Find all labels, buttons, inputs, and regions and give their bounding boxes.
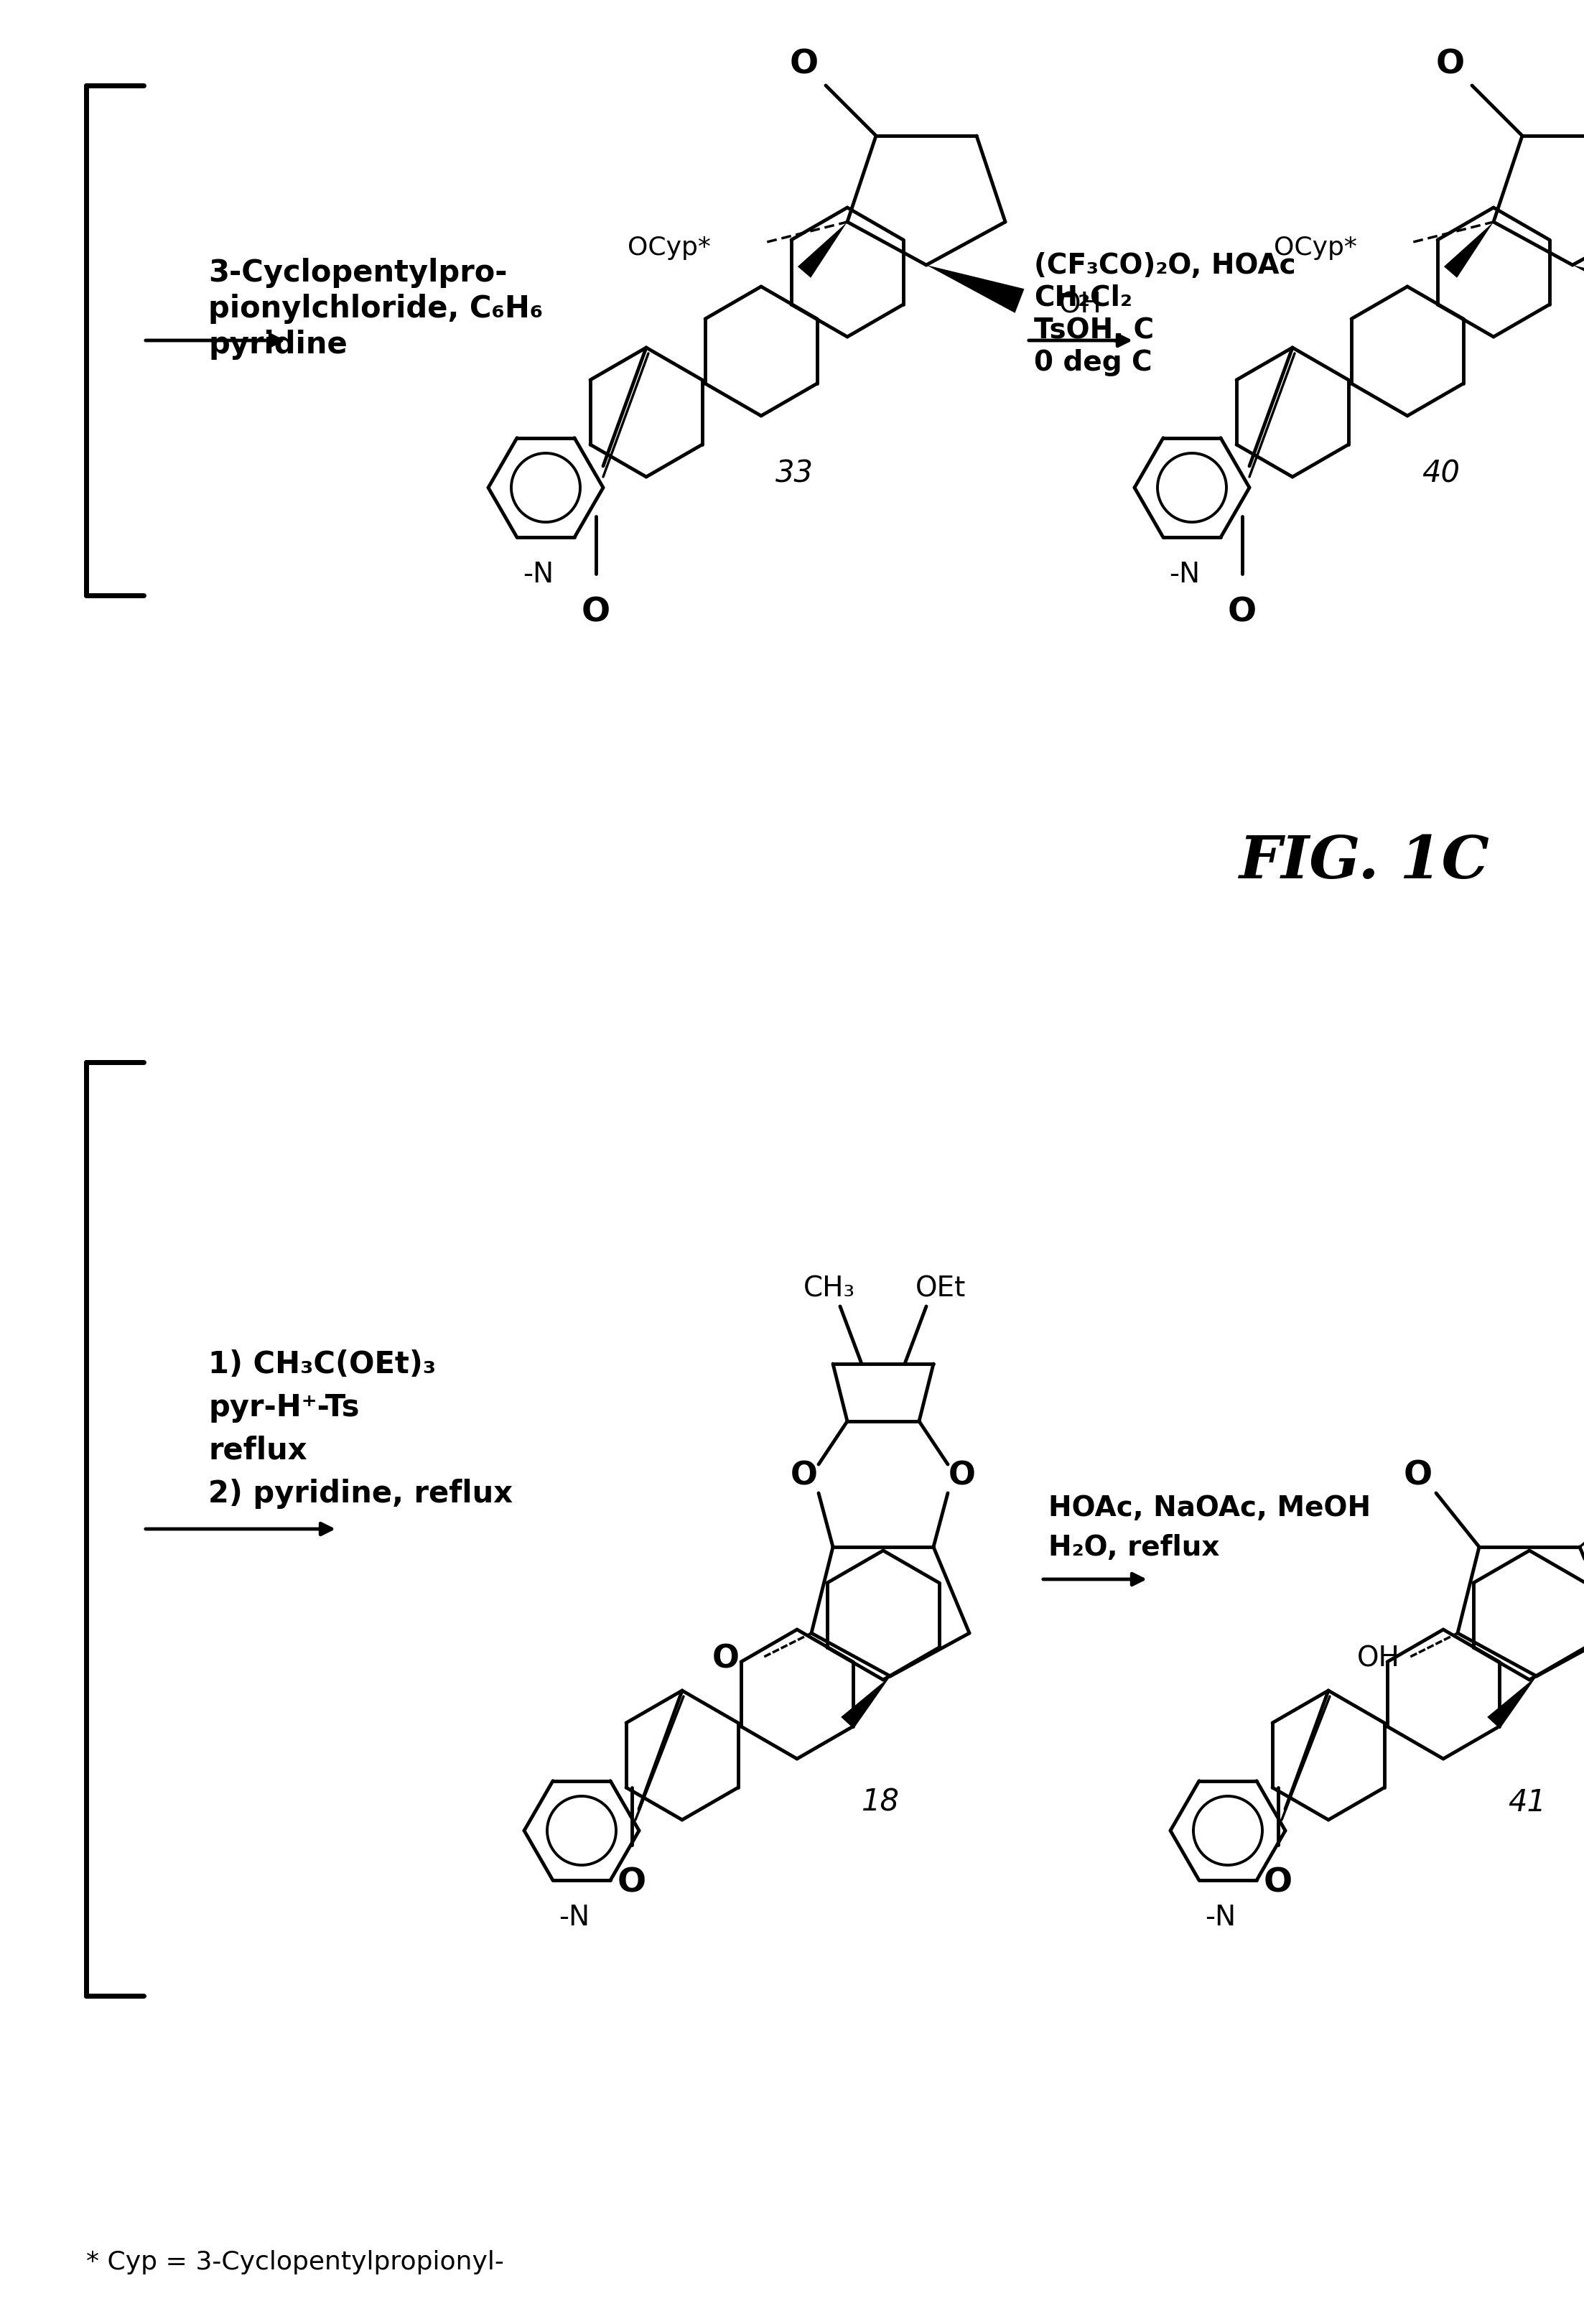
Text: 2) pyridine, reflux: 2) pyridine, reflux [208, 1478, 513, 1508]
Text: O: O [713, 1643, 740, 1673]
Polygon shape [927, 265, 1025, 314]
Polygon shape [1487, 1676, 1536, 1729]
Text: HOAc, NaOAc, MeOH: HOAc, NaOAc, MeOH [1049, 1494, 1370, 1522]
Text: O: O [1228, 595, 1256, 627]
Text: O: O [581, 595, 610, 627]
Text: pionylchloride, C₆H₆: pionylchloride, C₆H₆ [208, 293, 543, 323]
Text: -N: -N [523, 560, 554, 588]
Text: 3-Cyclopentylpro-: 3-Cyclopentylpro- [208, 258, 507, 288]
Text: pyr-H⁺-Ts: pyr-H⁺-Ts [208, 1392, 360, 1422]
Text: O: O [1264, 1866, 1293, 1899]
Text: O: O [1437, 49, 1465, 81]
Text: H₂O, reflux: H₂O, reflux [1049, 1534, 1220, 1562]
Text: OCyp*: OCyp* [627, 235, 711, 260]
Text: 0 deg C: 0 deg C [1034, 349, 1152, 376]
Text: OH: OH [1357, 1645, 1400, 1671]
Text: O: O [1403, 1459, 1432, 1492]
Text: (CF₃CO)₂O, HOAc: (CF₃CO)₂O, HOAc [1034, 251, 1296, 279]
Text: * Cyp = 3-Cyclopentylpropionyl-: * Cyp = 3-Cyclopentylpropionyl- [86, 2250, 504, 2273]
Text: OCyp*: OCyp* [1274, 235, 1357, 260]
Text: OEt: OEt [916, 1276, 966, 1301]
Text: -N: -N [1169, 560, 1201, 588]
Text: CH₂Cl₂: CH₂Cl₂ [1034, 284, 1133, 311]
Text: O: O [618, 1866, 646, 1899]
Text: TsOH, C: TsOH, C [1034, 316, 1155, 344]
Polygon shape [798, 223, 847, 279]
Text: O: O [790, 49, 819, 81]
Text: 18: 18 [862, 1787, 900, 1817]
Polygon shape [841, 1676, 890, 1729]
Text: 1) CH₃C(OEt)₃: 1) CH₃C(OEt)₃ [208, 1348, 436, 1378]
Text: FIG. 1C: FIG. 1C [1239, 832, 1489, 890]
Text: OH: OH [1060, 290, 1102, 318]
Polygon shape [1573, 265, 1584, 314]
Text: O: O [790, 1459, 817, 1490]
Polygon shape [1445, 223, 1494, 279]
Text: -N: -N [559, 1903, 589, 1931]
Text: pyridine: pyridine [208, 330, 347, 360]
Text: 40: 40 [1422, 458, 1460, 488]
Text: CH₃: CH₃ [803, 1276, 855, 1301]
Text: 33: 33 [776, 458, 814, 488]
Text: O: O [949, 1459, 976, 1490]
Text: -N: -N [1205, 1903, 1236, 1931]
Text: reflux: reflux [208, 1436, 307, 1466]
Text: 41: 41 [1508, 1787, 1546, 1817]
